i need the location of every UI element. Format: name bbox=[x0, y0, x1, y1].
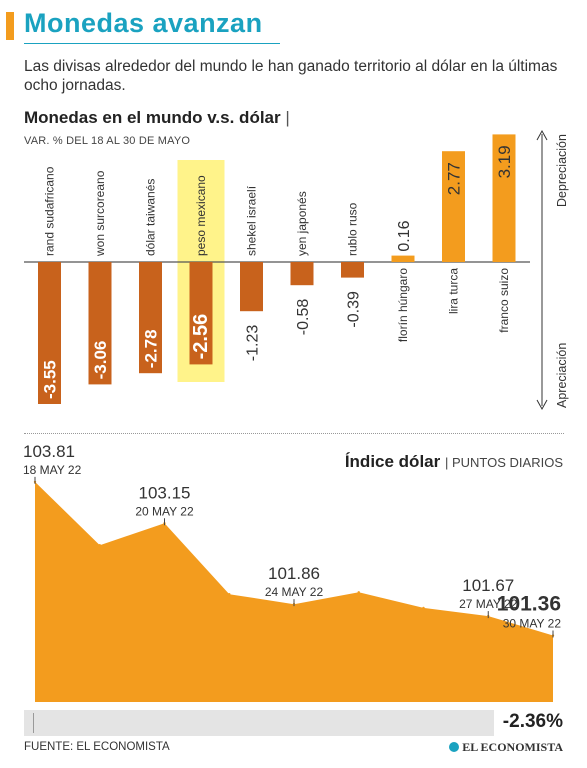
data-point-6 bbox=[422, 606, 425, 610]
bar-dolar-taiwanes bbox=[139, 262, 162, 374]
bar-chart-subtitle: VAR. % DEL 18 AL 30 DE MAYO bbox=[24, 135, 191, 147]
category-label-dolar-taiwanes: dólar taiwanés bbox=[144, 179, 158, 256]
total-change-value: -2.36% bbox=[502, 711, 563, 732]
page-title: Monedas avanzan bbox=[24, 8, 263, 38]
data-point-1 bbox=[98, 544, 101, 547]
bar-rublo-ruso bbox=[341, 262, 364, 278]
annotation-value-0: 103.81 bbox=[23, 442, 75, 461]
category-label-lira-turca: lira turca bbox=[447, 268, 461, 314]
page-subtitle: Las divisas alrededor del mundo le han g… bbox=[24, 58, 558, 94]
bar-yen-japones bbox=[290, 262, 314, 286]
bar-lira-turca bbox=[442, 151, 465, 262]
annotation-value-1: 103.15 bbox=[139, 483, 191, 502]
area-series bbox=[35, 481, 553, 702]
value-label-franco-suizo: 3.19 bbox=[495, 145, 514, 178]
annotation-value-2: 101.86 bbox=[268, 564, 320, 583]
axis-annotation-depreciacion: Depreciación bbox=[555, 134, 569, 207]
category-label-yen-japones: yen japonés bbox=[295, 191, 309, 256]
category-label-won-surcoreano: won surcoreano bbox=[93, 170, 107, 257]
value-label-dolar-taiwanes: -2.78 bbox=[142, 329, 161, 368]
annotation-date-4: 30 MAY 22 bbox=[503, 617, 562, 631]
bar-peso-mexicano bbox=[189, 262, 213, 365]
brand-dot-icon bbox=[449, 742, 460, 752]
value-label-yen-japones: -0.58 bbox=[295, 299, 312, 336]
annotation-date-0: 18 MAY 22 bbox=[23, 463, 82, 477]
bar-franco-suizo bbox=[492, 134, 516, 262]
annotation-date-2: 24 MAY 22 bbox=[265, 585, 324, 599]
annotation-date-1: 20 MAY 22 bbox=[135, 504, 194, 518]
axis-annotation-apreciacion: Apreciación bbox=[555, 343, 569, 408]
annotation-date-3: 27 MAY 22 bbox=[459, 597, 518, 611]
bar-won-surcoreano bbox=[88, 262, 112, 385]
brand-logo: EL ECONOMISTA bbox=[449, 740, 563, 755]
section-divider bbox=[24, 433, 564, 434]
bar-rand-sudafricano bbox=[38, 262, 61, 404]
value-label-shekel-israeli: -1.23 bbox=[245, 325, 262, 362]
bar-shekel-israeli bbox=[240, 262, 263, 312]
title-accent-bar bbox=[6, 12, 14, 40]
data-point-3 bbox=[228, 592, 231, 596]
arrow-down-icon bbox=[536, 399, 548, 411]
value-label-won-surcoreano: -3.06 bbox=[91, 341, 110, 380]
area-chart-title: Índice dólar | PUNTOS DIARIOS bbox=[344, 452, 563, 471]
title-underline bbox=[24, 43, 280, 44]
annotation-value-4: 101.36 bbox=[497, 593, 561, 616]
value-label-lira-turca: 2.77 bbox=[445, 162, 464, 195]
category-label-peso-mexicano: peso mexicano bbox=[194, 175, 208, 256]
total-change-tick bbox=[33, 713, 34, 733]
arrow-up-icon bbox=[536, 129, 548, 141]
value-label-florin-hungaro: 0.16 bbox=[396, 220, 413, 251]
value-label-peso-mexicano: -2.56 bbox=[190, 314, 212, 360]
category-label-shekel-israeli: shekel israelí bbox=[245, 185, 259, 256]
annotation-value-3: 101.67 bbox=[462, 576, 514, 595]
value-label-rublo-ruso: -0.39 bbox=[346, 291, 363, 328]
value-label-rand-sudafricano: -3.55 bbox=[41, 360, 60, 399]
data-point-5 bbox=[357, 591, 360, 594]
category-label-florin-hungaro: florín húngaro bbox=[396, 268, 410, 342]
source-note: FUENTE: EL ECONOMISTA bbox=[24, 741, 170, 753]
total-change-bar bbox=[24, 710, 494, 736]
category-label-rand-sudafricano: rand sudafricano bbox=[43, 166, 57, 256]
bar-chart-title: Monedas en el mundo v.s. dólar | bbox=[24, 108, 290, 127]
bar-florin-hungaro bbox=[391, 255, 415, 262]
category-label-franco-suizo: franco suizo bbox=[497, 268, 511, 333]
category-label-rublo-ruso: rublo ruso bbox=[346, 202, 360, 256]
